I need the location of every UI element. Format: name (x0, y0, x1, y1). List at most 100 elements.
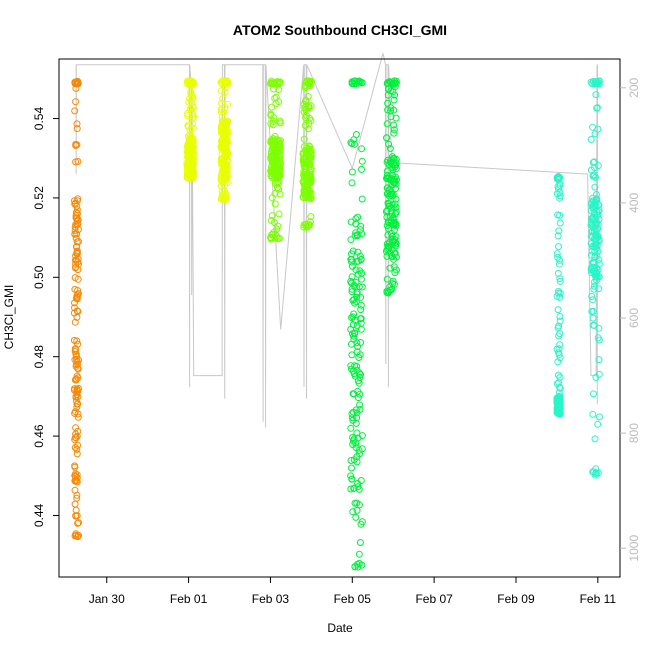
data-point (554, 232, 562, 240)
data-point (72, 355, 80, 363)
data-point (73, 217, 81, 225)
data-point (218, 99, 225, 107)
data-point (73, 450, 81, 458)
data-point (217, 87, 225, 95)
data-point (350, 332, 358, 340)
data-point (272, 93, 280, 101)
data-point (351, 283, 359, 291)
data-point (275, 171, 283, 179)
data-point (356, 252, 364, 260)
axes-layer: Jan 30 Feb 01 Feb 03 Feb 05 Feb 07 Feb 09 Feb … (32, 58, 641, 606)
data-point (72, 375, 80, 383)
data-point (267, 235, 275, 243)
data-point (185, 136, 193, 144)
data-point (348, 179, 356, 187)
data-point (218, 155, 226, 163)
data-point (270, 85, 278, 93)
data-point (556, 181, 564, 189)
data-point (223, 139, 231, 147)
data-point (277, 160, 285, 168)
data-point (304, 93, 312, 100)
data-point (188, 81, 196, 89)
data-point (349, 508, 357, 516)
series-2 (183, 77, 198, 182)
data-point (357, 301, 365, 309)
data-point (352, 266, 360, 274)
data-point (271, 94, 279, 102)
data-point (352, 229, 360, 237)
data-point (595, 236, 603, 243)
data-point (267, 80, 275, 88)
data-point (588, 220, 596, 228)
data-point (350, 310, 358, 318)
data-point (188, 160, 196, 167)
data-point (587, 264, 595, 272)
data-point (302, 97, 310, 104)
data-point (184, 123, 192, 130)
data-point (353, 290, 361, 298)
data-point (74, 441, 82, 449)
x-tick-label: Feb 11 (580, 592, 617, 606)
data-point (349, 434, 357, 441)
data-point (358, 165, 365, 173)
data-point (384, 199, 392, 207)
data-point (218, 108, 225, 116)
data-point (352, 406, 360, 414)
data-point (221, 172, 229, 180)
data-point (383, 275, 391, 283)
data-point (387, 208, 395, 216)
y-tick-label: 0.46 (32, 424, 46, 448)
data-point (391, 200, 399, 208)
data-point (271, 219, 278, 227)
data-point (74, 291, 82, 299)
data-point (271, 189, 279, 197)
data-point (357, 293, 365, 301)
data-point (553, 250, 561, 258)
data-point (592, 465, 600, 473)
y-tick-label: 0.54 (32, 107, 46, 131)
data-point (186, 126, 194, 134)
data-point (554, 211, 562, 219)
data-point (357, 520, 365, 528)
data-point (593, 276, 600, 284)
data-point (555, 287, 562, 295)
data-point (385, 85, 393, 93)
data-point (185, 171, 192, 179)
series-6 (347, 77, 366, 571)
data-point (556, 313, 564, 320)
data-point (390, 126, 398, 134)
data-point (276, 119, 284, 127)
data-point (553, 190, 561, 198)
data-point (220, 187, 228, 195)
data-point (73, 471, 81, 479)
data-point (556, 405, 564, 413)
data-point (74, 365, 82, 373)
data-point (554, 269, 562, 277)
data-point (354, 213, 362, 221)
data-point (390, 237, 398, 245)
data-point (348, 410, 356, 418)
data-point (554, 324, 562, 332)
data-point (271, 179, 279, 187)
data-point (348, 140, 356, 148)
data-point (347, 139, 355, 147)
data-point (218, 79, 226, 87)
data-point (387, 104, 395, 112)
data-point (306, 82, 314, 90)
data-point (386, 264, 394, 272)
data-point (355, 446, 363, 454)
data-point (74, 374, 82, 382)
data-point (350, 437, 357, 445)
data-point (347, 236, 355, 244)
y2-tick-label: 200 (627, 77, 641, 97)
data-point (71, 434, 79, 442)
y-axis-label: CH3Cl_GMI (2, 285, 16, 350)
data-point (303, 158, 311, 166)
data-point (556, 277, 564, 285)
data-point (596, 413, 603, 421)
data-point (594, 232, 602, 240)
data-point (353, 429, 361, 437)
data-point (74, 158, 82, 165)
data-point (591, 272, 599, 280)
